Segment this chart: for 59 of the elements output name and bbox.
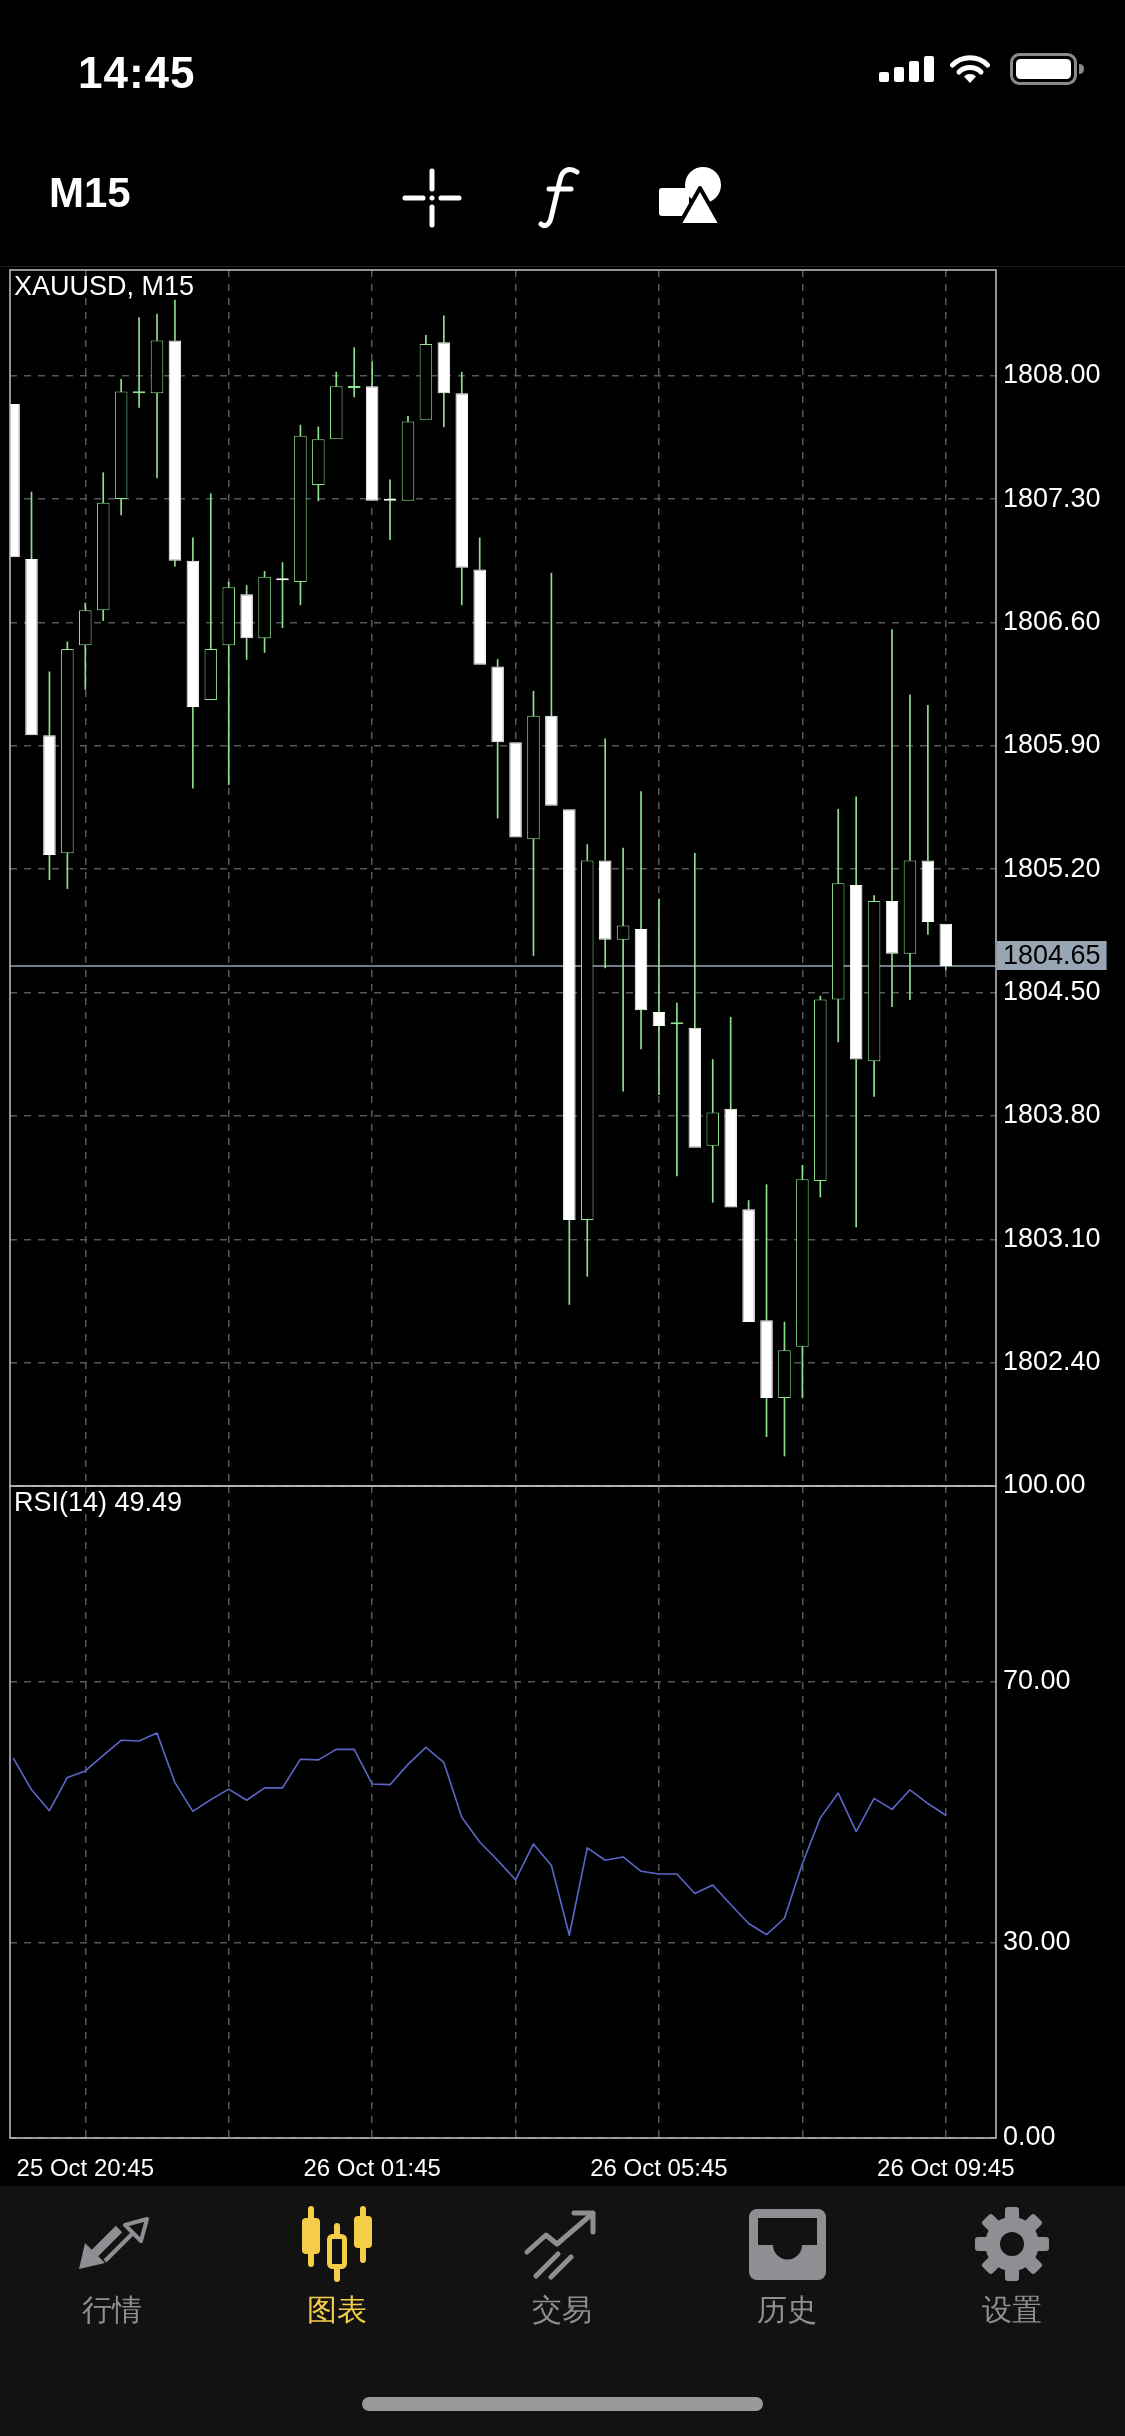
y-tick-label: 1802.40 <box>1003 1346 1101 1377</box>
y-tick-label: 1804.50 <box>1003 976 1101 1006</box>
candlestick <box>885 629 899 1007</box>
y-tick-label: 0.00 <box>1003 2121 1056 2152</box>
candlestick <box>939 923 953 970</box>
candlestick <box>330 371 343 440</box>
text: 设置 <box>982 2292 1042 2327</box>
y-tick-label: 70.00 <box>1003 1665 1071 1696</box>
candlestick <box>437 315 451 428</box>
candlestick <box>455 371 469 606</box>
y-tick-label: 30.00 <box>1003 1925 1071 1956</box>
text: 交易 <box>532 2292 592 2327</box>
y-tick-label: 1803.80 <box>1003 1099 1101 1130</box>
chart-title: XAUUSD, M15 <box>14 271 195 301</box>
candlestick <box>79 602 92 690</box>
candlestick <box>921 704 935 935</box>
x-tick-label: 25 Oct 20:45 <box>16 2154 155 2182</box>
candlestick <box>904 694 916 1000</box>
y-tick-label: 1807.30 <box>1003 482 1101 513</box>
y-tick-label: 1805.90 <box>1003 729 1101 760</box>
candlestick <box>186 537 200 789</box>
candlestick <box>598 738 612 969</box>
candlestick <box>706 1059 720 1203</box>
candlestick <box>724 1016 737 1208</box>
x-tick-label: 26 Oct 01:45 <box>303 2154 441 2182</box>
candlestick <box>365 361 379 501</box>
candlestick <box>831 808 845 1043</box>
candlestick <box>419 334 433 420</box>
candlestick <box>114 378 128 516</box>
candlestick <box>168 299 182 567</box>
candlestick <box>473 537 486 665</box>
candlestick <box>814 995 827 1198</box>
ref-line-label: 1804.65 <box>1003 939 1101 970</box>
candlestick <box>96 472 110 622</box>
text: 14:45 <box>78 48 196 97</box>
y-tick-label: 1805.20 <box>1003 852 1101 883</box>
candlestick <box>688 853 702 1148</box>
candlestick <box>849 796 863 1228</box>
candlestick <box>222 581 235 785</box>
candlestick <box>616 847 630 1092</box>
candlestick <box>151 313 163 479</box>
text: 历史 <box>757 2292 817 2327</box>
candlestick <box>347 347 361 398</box>
text: 图表 <box>307 2292 367 2327</box>
text: 行情 <box>82 2292 142 2327</box>
y-tick-label: 1806.60 <box>1003 605 1101 636</box>
y-tick-label: 100.00 <box>1003 1469 1086 1500</box>
candlestick <box>204 493 218 701</box>
candlestick <box>509 742 522 838</box>
y-tick-label: 1808.00 <box>1003 359 1101 390</box>
x-tick-label: 26 Oct 09:45 <box>877 2154 1015 2182</box>
candlestick <box>867 895 881 1097</box>
candlestick <box>652 898 666 1096</box>
text: M15 <box>49 169 131 216</box>
y-tick-label: 1803.10 <box>1003 1222 1101 1253</box>
candlestick <box>580 844 594 1277</box>
x-tick-label: 26 Oct 05:45 <box>590 2154 728 2182</box>
chart-title: RSI(14) 49.49 <box>14 1487 183 1517</box>
candlestick <box>634 791 648 1050</box>
